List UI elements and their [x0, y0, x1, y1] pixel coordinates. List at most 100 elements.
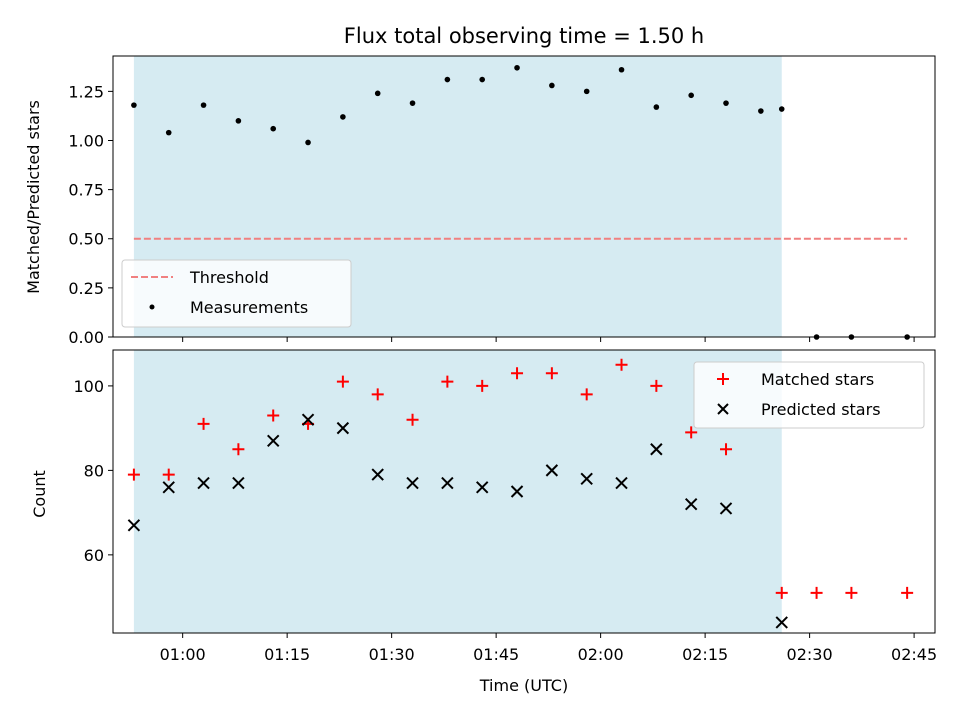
- top-axes-frame: [112, 55, 936, 338]
- measurements-legend-label: Measurements: [190, 298, 308, 317]
- x-tick-label: 01:00: [160, 645, 206, 664]
- matched-legend-swatch: [717, 373, 729, 385]
- matched-star-marker: [476, 379, 489, 392]
- measurement-point: [653, 104, 660, 110]
- x-tick-label: 02:30: [787, 645, 833, 664]
- matched-star-marker: [371, 388, 384, 401]
- predicted-star-marker: [510, 485, 524, 498]
- measurement-point: [583, 88, 590, 95]
- bottom-x-ticks: 01:00 01:15 01:30 01:45 02:00 02:15 02:30 02:45: [160, 633, 937, 664]
- matched-star-marker: [720, 443, 733, 456]
- measurement-point: [778, 106, 785, 112]
- x-tick-label: 01:30: [369, 645, 415, 664]
- predicted-star-marker: [775, 616, 788, 629]
- top-legend-box: [121, 259, 352, 328]
- top-y-axis-label: Matched/Predicted stars: [24, 100, 43, 294]
- measurement-point: [758, 108, 764, 114]
- top-x-ticks: [182, 337, 915, 342]
- predicted-star-marker: [371, 468, 384, 481]
- chart-title: Flux total observing time = 1.50 h: [344, 24, 704, 48]
- x-axis-label: Time (UTC): [479, 676, 568, 695]
- matched-star-marker: [406, 413, 419, 426]
- matched-legend-label: Matched stars: [761, 370, 874, 389]
- measurement-point: [131, 102, 137, 108]
- matched-star-marker: [197, 417, 210, 430]
- predicted-star-marker: [684, 497, 698, 511]
- predicted-star-marker: [197, 476, 210, 490]
- matched-star-marker: [267, 409, 280, 422]
- x-tick-label: 01:15: [264, 645, 310, 664]
- measurement-point: [235, 118, 242, 124]
- x-tick-label: 02:45: [891, 645, 937, 664]
- measurement-point: [200, 102, 207, 108]
- matched-star-marker: [810, 586, 823, 599]
- top-y-tick-label: 0.00: [68, 328, 104, 347]
- matched-star-marker: [232, 443, 245, 456]
- predicted-star-marker: [615, 476, 628, 490]
- measurement-point: [374, 90, 381, 97]
- x-tick-label: 02:00: [578, 645, 624, 664]
- measurement-point: [688, 92, 694, 99]
- measurements-legend-swatch: [149, 304, 155, 310]
- top-y-tick-label: 1.25: [68, 82, 104, 101]
- predicted-star-marker: [475, 481, 489, 494]
- predicted-star-marker: [441, 476, 454, 490]
- threshold-legend-label: Threshold: [189, 268, 269, 287]
- observing-span-bottom: [133, 350, 782, 633]
- predicted-legend-swatch: [717, 403, 729, 415]
- matched-star-marker: [441, 375, 454, 388]
- bottom-axes-frame: [112, 349, 936, 634]
- matched-star-marker: [685, 426, 698, 439]
- bottom-y-ticks: 60 80 100: [73, 377, 113, 565]
- top-legend: Threshold Measurements: [121, 259, 352, 328]
- measurement-point: [479, 76, 486, 83]
- measurement-point: [618, 66, 625, 73]
- matched-star-marker: [775, 586, 788, 599]
- bottom-y-tick-label: 60: [84, 546, 104, 565]
- x-tick-label: 02:15: [682, 645, 728, 664]
- top-panel: 0.00 0.25 0.50 0.75 1.00 1.25 Matched/Predict…: [24, 55, 936, 347]
- predicted-star-marker: [127, 519, 141, 532]
- predicted-star-marker: [267, 434, 280, 448]
- matched-star-marker: [580, 388, 593, 401]
- matched-star-marker: [511, 367, 524, 380]
- measurement-point: [549, 82, 555, 89]
- predicted-star-markers: [127, 413, 788, 629]
- predicted-star-marker: [336, 421, 350, 435]
- bottom-y-axis-label: Count: [30, 470, 49, 518]
- bottom-y-tick-label: 80: [84, 461, 104, 480]
- predicted-star-marker: [232, 476, 245, 490]
- matched-star-marker: [545, 367, 558, 380]
- predicted-star-marker: [545, 464, 559, 477]
- top-y-tick-label: 0.50: [68, 230, 104, 249]
- predicted-star-marker: [580, 472, 593, 486]
- measurement-point: [444, 76, 451, 83]
- matched-star-marker: [615, 358, 628, 371]
- measurement-point: [305, 139, 311, 146]
- bottom-legend: Matched stars Predicted stars: [693, 361, 925, 429]
- matched-star-marker: [127, 468, 140, 481]
- predicted-star-marker: [650, 443, 663, 456]
- top-y-tick-label: 0.25: [68, 279, 104, 298]
- measurement-point: [340, 114, 346, 120]
- predicted-legend-label: Predicted stars: [761, 400, 881, 419]
- bottom-panel: 60 80 100 01:00 01:15 01:30 01:45 02:00 02:15 02…: [30, 349, 937, 695]
- measurement-point: [270, 125, 277, 132]
- measurement-point: [165, 129, 172, 136]
- measurement-point: [514, 64, 520, 71]
- matched-star-marker: [845, 586, 858, 599]
- predicted-star-marker: [719, 502, 733, 515]
- top-y-tick-label: 0.75: [68, 181, 104, 200]
- measurement-point: [409, 100, 416, 106]
- matched-star-marker: [650, 379, 663, 392]
- matched-star-marker: [901, 586, 914, 599]
- matched-star-marker: [336, 375, 349, 388]
- predicted-star-marker: [301, 413, 315, 426]
- x-tick-label: 01:45: [473, 645, 519, 664]
- bottom-legend-box: [693, 361, 925, 429]
- matched-star-marker: [162, 468, 175, 481]
- predicted-star-marker: [162, 481, 175, 494]
- measurement-point: [723, 100, 729, 106]
- top-y-tick-label: 1.00: [68, 131, 104, 150]
